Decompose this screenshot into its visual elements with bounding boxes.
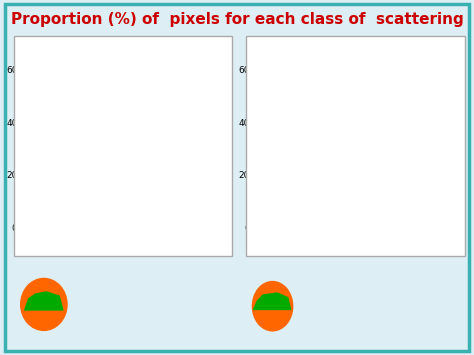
Text: 15: 15	[326, 177, 336, 186]
Bar	[145, 214, 155, 227]
Text: 4: 4	[380, 206, 385, 215]
Text: 5: 5	[147, 203, 153, 212]
Bar	[77, 80, 86, 227]
Text: 56: 56	[77, 69, 86, 78]
Bar	[94, 180, 103, 227]
Bar	[26, 222, 35, 227]
Text: 6: 6	[130, 200, 135, 209]
FancyBboxPatch shape	[171, 203, 185, 216]
Bar	[43, 206, 52, 227]
Text: 2: 2	[28, 211, 33, 220]
FancyBboxPatch shape	[403, 203, 418, 216]
FancyBboxPatch shape	[14, 36, 232, 256]
Text: 5: 5	[190, 143, 195, 152]
FancyBboxPatch shape	[171, 141, 185, 154]
Ellipse shape	[252, 282, 292, 331]
Text: 3: 3	[422, 101, 428, 110]
Text: 6: 6	[422, 163, 428, 173]
FancyBboxPatch shape	[403, 99, 418, 112]
Bar	[377, 217, 387, 227]
Bar	[258, 217, 267, 227]
Text: 4: 4	[190, 122, 195, 131]
Polygon shape	[25, 292, 63, 310]
Text: 2: 2	[190, 80, 195, 89]
Text: 5: 5	[422, 143, 428, 152]
FancyBboxPatch shape	[171, 57, 185, 70]
FancyBboxPatch shape	[403, 182, 418, 196]
Polygon shape	[254, 293, 291, 310]
Text: 1: 1	[190, 59, 195, 68]
Text: 11: 11	[275, 187, 284, 196]
FancyBboxPatch shape	[403, 120, 418, 133]
Bar	[128, 212, 137, 227]
Bar	[275, 198, 284, 227]
Bar	[60, 214, 69, 227]
Text: 8: 8	[422, 205, 428, 214]
Text: 5: 5	[62, 203, 67, 212]
FancyBboxPatch shape	[403, 57, 418, 70]
Text: 2: 2	[422, 80, 428, 89]
Bar	[360, 217, 370, 227]
Text: 4: 4	[260, 206, 265, 215]
Text: 56: 56	[309, 69, 319, 78]
Text: 7: 7	[422, 184, 428, 193]
Text: 8: 8	[190, 205, 196, 214]
Text: 18: 18	[94, 169, 103, 178]
FancyBboxPatch shape	[403, 78, 418, 91]
Text: Proportion (%) of  pixels for each class of  scattering: Proportion (%) of pixels for each class …	[10, 12, 464, 27]
FancyBboxPatch shape	[171, 120, 185, 133]
Bar	[326, 188, 336, 227]
Text: 4: 4	[363, 206, 367, 215]
FancyBboxPatch shape	[171, 99, 185, 112]
Bar	[292, 212, 301, 227]
Text: 6: 6	[294, 200, 299, 209]
Title: Ship 3: Ship 3	[71, 46, 109, 56]
Title: Ship 4: Ship 4	[303, 46, 342, 56]
Text: 8: 8	[45, 195, 50, 204]
FancyBboxPatch shape	[171, 161, 185, 175]
FancyBboxPatch shape	[403, 141, 418, 154]
Text: 6: 6	[190, 163, 196, 173]
FancyBboxPatch shape	[171, 182, 185, 196]
Text: 7: 7	[190, 184, 196, 193]
FancyBboxPatch shape	[171, 78, 185, 91]
Bar	[309, 80, 319, 227]
Text: 1: 1	[422, 59, 428, 68]
Text: 4: 4	[422, 122, 428, 131]
FancyBboxPatch shape	[403, 161, 418, 175]
Ellipse shape	[21, 278, 67, 331]
Text: 3: 3	[190, 101, 196, 110]
FancyBboxPatch shape	[246, 36, 465, 256]
